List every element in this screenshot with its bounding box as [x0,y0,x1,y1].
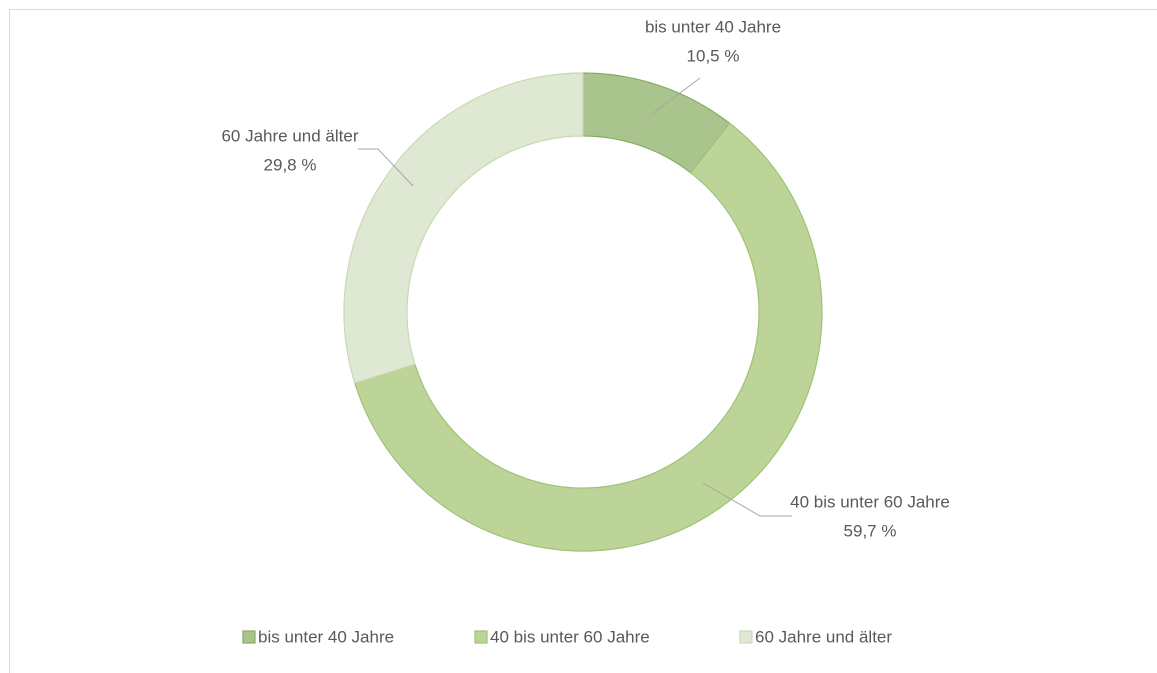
leader-line [358,148,414,187]
data-label-category: 40 bis unter 60 Jahre [790,492,950,511]
donut-segment [354,122,823,552]
data-label-category: bis unter 40 Jahre [645,17,781,36]
legend-swatch [242,630,256,644]
legend-label: bis unter 40 Jahre [258,627,394,646]
data-label: 59,7 % [844,521,897,540]
leader-line [651,77,701,115]
data-label: 29,8 % [264,155,317,174]
data-label: 10,5 % [687,46,740,65]
legend-swatch [474,630,488,644]
legend-swatch [739,630,753,644]
legend-label: 60 Jahre und älter [755,627,892,646]
data-label-category: 60 Jahre und älter [221,126,358,145]
legend-label: 40 bis unter 60 Jahre [490,627,650,646]
leader-line [702,482,792,517]
donut-segment [343,72,584,384]
